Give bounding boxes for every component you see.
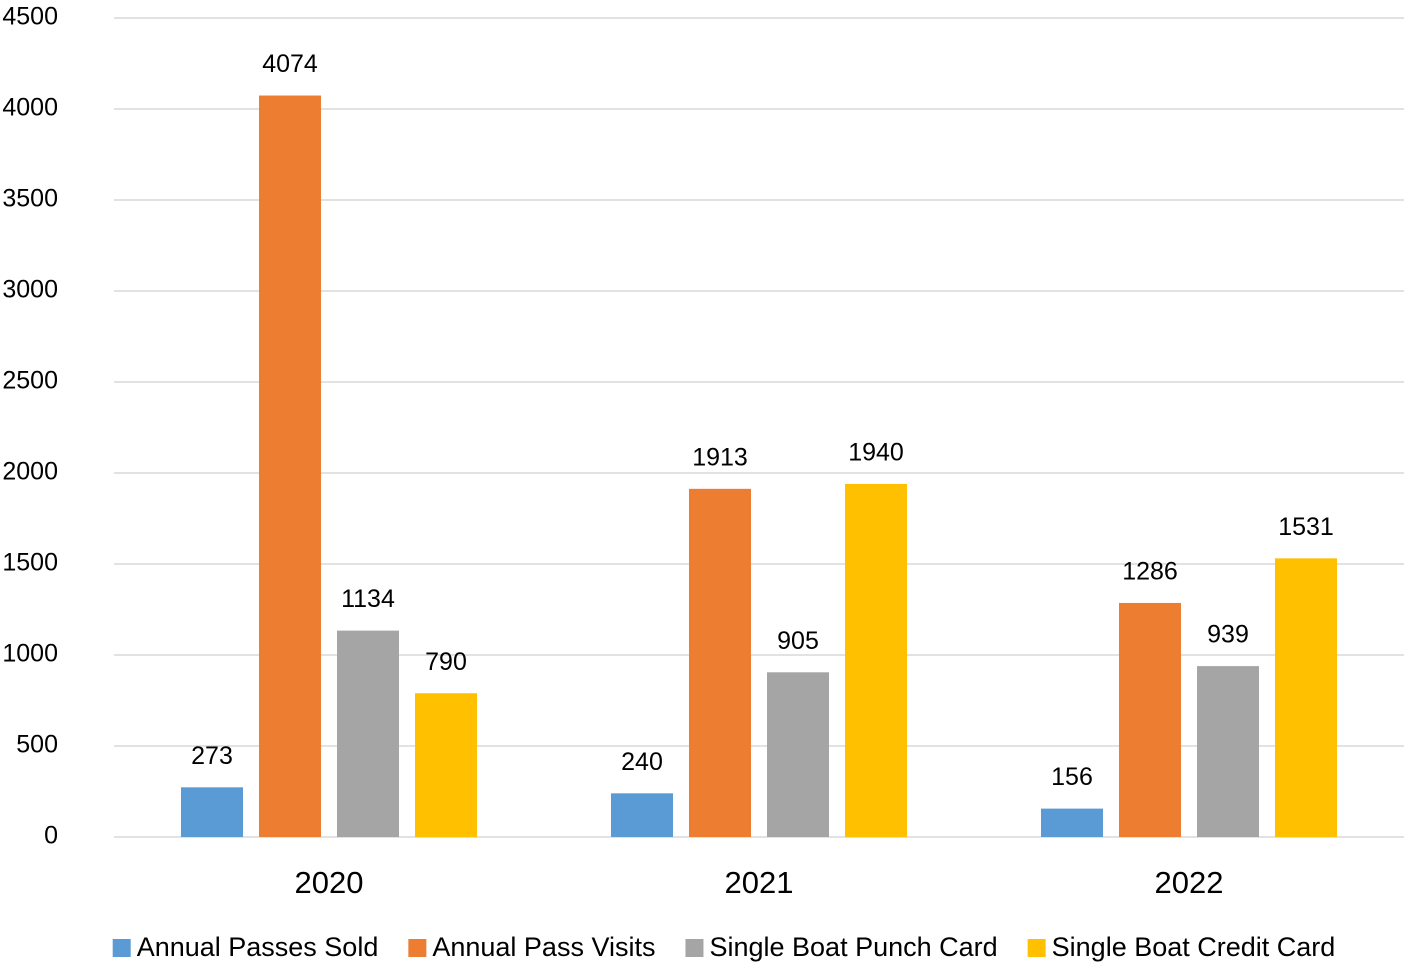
data-label: 156	[1051, 763, 1093, 791]
bar	[337, 630, 399, 837]
data-label: 790	[425, 648, 467, 676]
y-tick-label: 4000	[2, 94, 58, 122]
data-label: 1913	[692, 443, 748, 471]
bar	[1197, 666, 1259, 837]
legend-label: Annual Passes Sold	[137, 932, 379, 962]
legend-label: Single Boat Credit Card	[1052, 932, 1336, 962]
data-label: 905	[777, 627, 819, 655]
legend-swatch	[1027, 939, 1046, 957]
legend-label: Annual Pass Visits	[432, 932, 655, 962]
y-tick-label: 0	[44, 822, 58, 850]
x-tick-label: 2021	[725, 865, 794, 900]
bar	[611, 793, 673, 837]
y-tick-label: 1500	[2, 549, 58, 577]
bar	[845, 483, 907, 837]
data-label: 939	[1207, 621, 1249, 649]
bar	[181, 787, 243, 837]
data-label: 240	[621, 748, 663, 776]
legend-swatch	[685, 939, 704, 957]
y-tick-label: 1000	[2, 640, 58, 668]
y-tick-label: 3500	[2, 185, 58, 213]
data-label: 1531	[1278, 513, 1334, 541]
bar	[767, 672, 829, 837]
bar	[689, 488, 751, 837]
legend-swatch	[112, 939, 131, 957]
legend-label: Single Boat Punch Card	[709, 932, 997, 962]
data-label: 4074	[262, 50, 318, 78]
data-label: 1286	[1122, 558, 1178, 586]
bar	[259, 95, 321, 838]
legend-swatch	[408, 939, 427, 957]
y-tick-label: 2500	[2, 367, 58, 395]
data-label: 1940	[848, 439, 904, 467]
bar	[1119, 602, 1181, 837]
y-tick-label: 500	[16, 731, 58, 759]
data-label: 273	[191, 742, 233, 770]
y-tick-label: 3000	[2, 276, 58, 304]
bar	[415, 693, 477, 837]
x-tick-label: 2022	[1155, 865, 1224, 900]
bar	[1041, 808, 1103, 837]
y-tick-label: 2000	[2, 458, 58, 486]
bar	[1275, 558, 1337, 837]
y-tick-label: 4500	[2, 3, 58, 31]
data-label: 1134	[341, 585, 395, 613]
x-tick-label: 2020	[295, 865, 364, 900]
